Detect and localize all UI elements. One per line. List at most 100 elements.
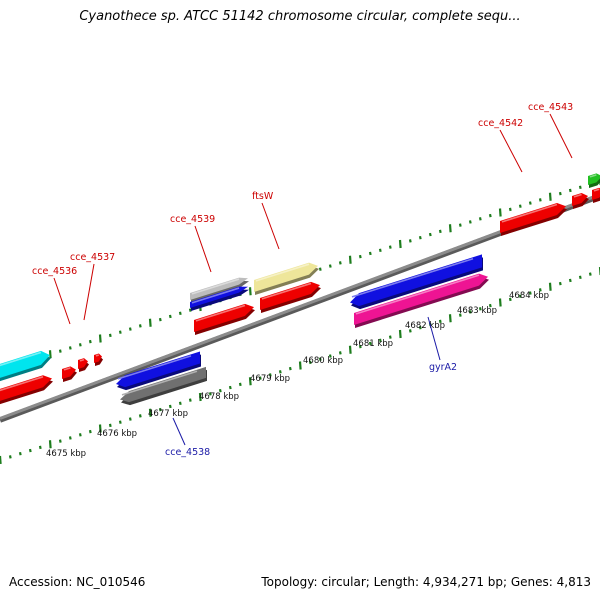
tick-mark <box>8 455 12 459</box>
tick-mark <box>58 439 62 443</box>
tick-mark <box>498 298 502 307</box>
tick-mark <box>378 338 382 343</box>
feature-highlight <box>191 287 240 304</box>
feature-highlight <box>117 355 192 380</box>
feature-body <box>0 375 52 401</box>
feature-highlight <box>255 263 310 282</box>
tick-mark <box>148 318 152 327</box>
gene-label: cce_4536 <box>32 266 77 277</box>
tick-mark <box>328 264 332 268</box>
feature-highlight <box>0 376 44 392</box>
feature-body <box>190 286 248 308</box>
scale-label: 4684 kbp <box>509 291 549 301</box>
tick-mark <box>408 239 412 243</box>
tick-mark <box>78 433 82 437</box>
gene-label: ftsW <box>252 191 274 202</box>
gene-label: gyrA2 <box>429 362 457 373</box>
tick-mark <box>138 324 142 328</box>
feature-highlight <box>63 367 71 371</box>
leader-line <box>172 417 186 446</box>
tick-mark <box>468 220 472 224</box>
gene-label: cce_4538 <box>165 447 210 458</box>
red-feature <box>94 353 103 366</box>
accession-text: Accession: NC_010546 <box>9 575 146 589</box>
tick-mark <box>318 357 322 361</box>
feature-highlight <box>195 304 246 322</box>
tick-mark <box>478 217 482 221</box>
feature-highlight <box>121 370 198 396</box>
tick-mark <box>218 388 222 393</box>
gene-label: cce_4542 <box>478 118 523 129</box>
leader-line <box>53 277 71 325</box>
tick-mark <box>278 370 282 374</box>
tick-mark <box>398 329 402 339</box>
feature-body <box>190 277 248 300</box>
blue-feature <box>116 351 201 391</box>
tick-mark <box>548 192 552 201</box>
tick-mark <box>0 455 2 465</box>
tick-mark <box>348 255 352 264</box>
tick-mark <box>298 361 302 370</box>
tick-mark <box>198 392 202 402</box>
tick-mark <box>308 360 312 365</box>
gene-labels: cce_4536 cce_4537 cce_4539 ftsW cce_4542 cce_… <box>32 102 573 458</box>
tick-mark <box>488 213 492 218</box>
feature-highlight <box>589 174 597 178</box>
tick-mark <box>338 351 342 355</box>
scale-labels: 4675 kbp 4676 kbp 4677 kbp 4678 kbp 4679 kbp… <box>46 291 549 459</box>
tick-mark <box>488 303 492 308</box>
tick-mark <box>238 382 242 387</box>
red-feature <box>0 375 53 405</box>
tick-mark <box>578 185 582 190</box>
feature-shadow <box>191 289 249 311</box>
tick-mark <box>168 404 172 409</box>
leader-line <box>194 225 212 273</box>
tick-mark <box>248 377 252 386</box>
tick-mark <box>108 333 112 338</box>
tick-mark <box>178 401 182 406</box>
scale-label: 4682 kbp <box>405 321 445 331</box>
tick-row-inner <box>0 267 600 465</box>
tick-mark <box>528 201 532 205</box>
tick-mark <box>128 327 132 331</box>
pale-yellow-feature <box>254 262 319 295</box>
red-feature <box>500 203 567 236</box>
tick-mark <box>478 307 482 311</box>
tick-mark <box>558 281 562 286</box>
red-feature <box>194 303 255 335</box>
feature-body <box>0 350 50 378</box>
feature-highlight <box>79 358 85 362</box>
tick-mark <box>568 278 572 283</box>
red-feature <box>572 192 589 209</box>
tick-mark <box>188 398 192 402</box>
tick-mark <box>118 330 122 334</box>
tick-mark <box>418 235 422 240</box>
feature-track <box>0 173 600 406</box>
label-leader-lines <box>53 113 573 446</box>
tick-mark <box>388 335 392 339</box>
tick-mark <box>508 207 512 212</box>
tick-mark <box>88 429 92 434</box>
gray-feature <box>120 366 207 406</box>
red-feature <box>260 281 321 313</box>
tick-mark <box>258 376 262 380</box>
feature-highlight <box>573 193 582 198</box>
tick-mark <box>548 282 552 291</box>
blue-feature <box>350 254 483 310</box>
gene-label: cce_4543 <box>528 102 573 113</box>
scale-label: 4680 kbp <box>303 356 343 366</box>
tick-mark <box>228 385 232 390</box>
scale-label: 4676 kbp <box>97 429 137 439</box>
tick-mark <box>168 314 172 319</box>
gene-label: cce_4537 <box>70 252 115 263</box>
tick-mark <box>518 204 522 208</box>
red-feature <box>78 358 89 372</box>
feature-body <box>260 281 320 310</box>
tick-mark <box>358 344 362 349</box>
tick-mark <box>428 232 432 237</box>
tick-mark <box>128 417 132 421</box>
gene-label: cce_4539 <box>170 214 215 225</box>
tick-mark <box>578 275 582 280</box>
scale-label: 4679 kbp <box>250 374 290 384</box>
